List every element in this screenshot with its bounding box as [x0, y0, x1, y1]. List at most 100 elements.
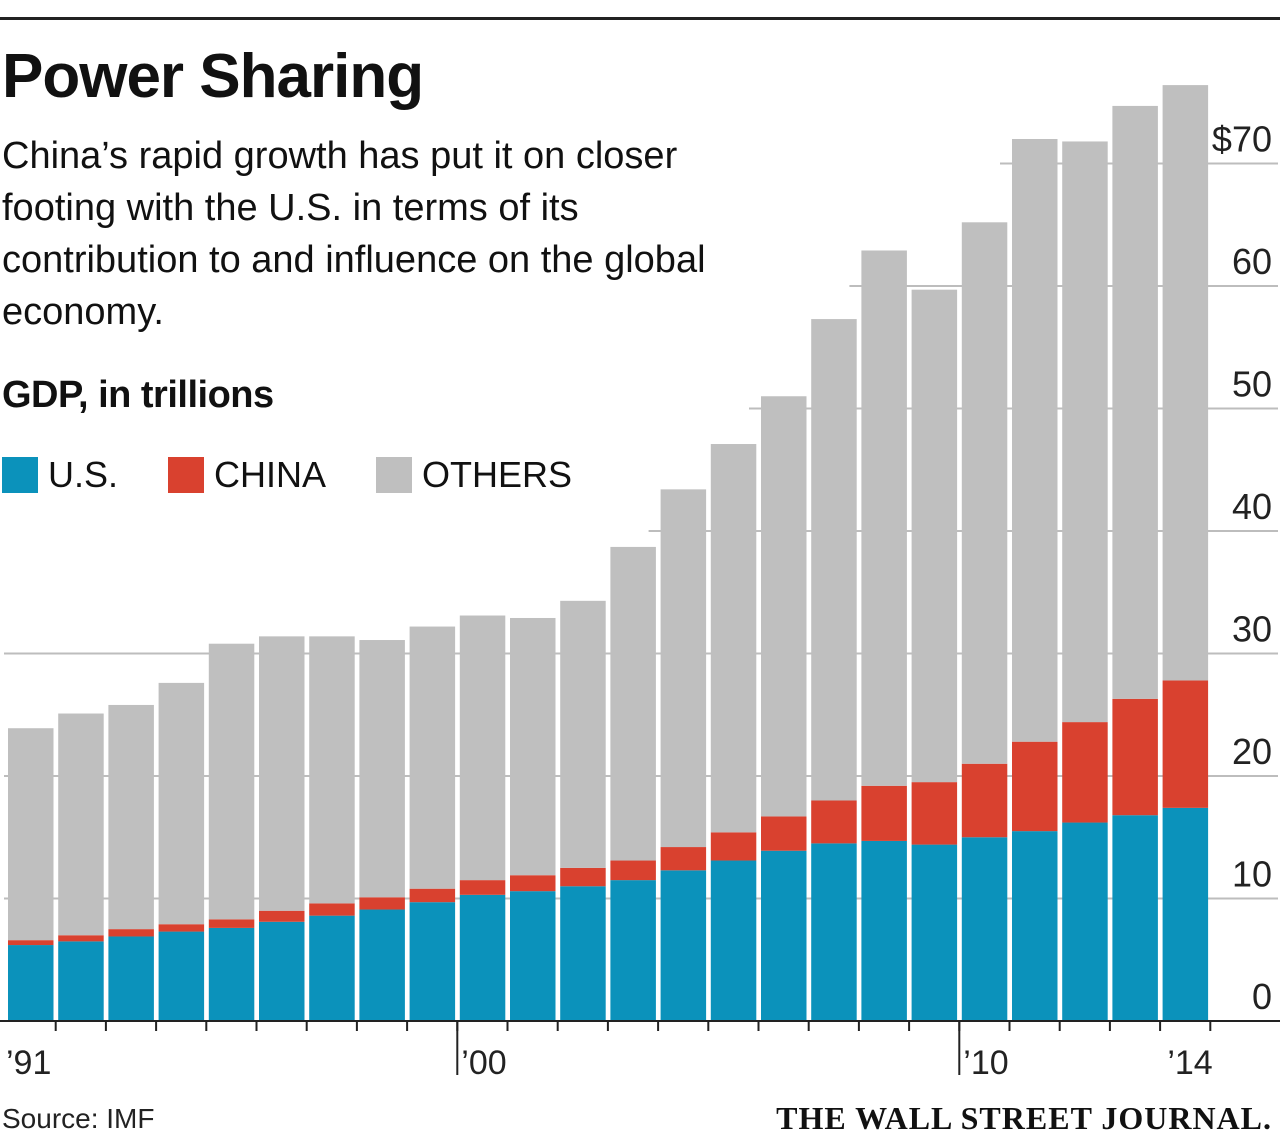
bar-us-2002	[560, 886, 606, 1021]
bar-others-2013	[1112, 105, 1158, 699]
legend-item-others: OTHERS	[376, 454, 572, 496]
legend-label-others: OTHERS	[422, 454, 573, 495]
bar-us-2013	[1112, 815, 1158, 1021]
bar-china-1998	[359, 897, 405, 910]
chart-subtitle: China’s rapid growth has put it on close…	[2, 135, 706, 333]
bar-others-2000	[459, 615, 506, 881]
bar-others-1998	[359, 640, 405, 898]
legend-label-us: U.S.	[48, 454, 119, 495]
bar-us-2003	[610, 880, 656, 1021]
bar-us-2009	[911, 844, 958, 1021]
chart-title: Power Sharing	[2, 42, 424, 111]
bar-others-2001	[510, 617, 556, 876]
bar-others-1992	[58, 713, 104, 936]
bar-others-2011	[1012, 139, 1058, 742]
top-rule	[0, 17, 1280, 20]
y-tick-label-10: 10	[1232, 854, 1272, 895]
bar-china-2009	[911, 782, 958, 845]
bar-others-2003	[610, 546, 656, 861]
bar-china-2008	[861, 785, 907, 841]
bar-china-2011	[1012, 741, 1058, 832]
bar-us-2000	[459, 894, 506, 1021]
bar-china-2007	[811, 800, 857, 844]
bar-others-1997	[309, 636, 355, 904]
y-tick-label-30: 30	[1232, 609, 1272, 650]
bar-china-2014	[1162, 680, 1209, 808]
y-axis: 0 10 20 30 40 50 60 $70	[1212, 119, 1272, 1018]
bar-others-2004	[660, 489, 707, 848]
bar-china-2001	[510, 875, 556, 892]
legend-item-china: CHINA	[168, 454, 326, 496]
legend-swatch-china	[168, 457, 205, 493]
bar-others-2002	[560, 600, 606, 868]
bar-china-2005	[710, 832, 757, 861]
legend-swatch-us	[2, 457, 38, 493]
bar-others-1993	[108, 704, 154, 930]
bar-us-1996	[259, 921, 305, 1021]
bar-us-2005	[710, 860, 757, 1021]
bar-others-2010	[961, 222, 1008, 764]
bar-us-1992	[58, 941, 104, 1021]
bar-china-1999	[409, 888, 456, 903]
x-tick-label-2014: ’14	[1167, 1044, 1212, 1082]
bar-us-2011	[1012, 831, 1058, 1021]
bar-others-2008	[861, 250, 907, 786]
bar-us-1994	[158, 931, 205, 1021]
bar-others-1995	[208, 643, 255, 920]
bar-us-1995	[208, 927, 255, 1021]
bar-us-2004	[660, 870, 707, 1021]
bar-china-2002	[560, 867, 606, 887]
x-tick-label-1991: ’91	[6, 1044, 51, 1082]
bar-china-2006	[761, 816, 807, 851]
bar-others-1994	[158, 682, 205, 925]
source-note: Source: IMF	[2, 1103, 155, 1134]
legend: U.S. CHINA OTHERS	[2, 454, 622, 496]
y-tick-label-40: 40	[1232, 486, 1272, 527]
bar-us-1997	[309, 915, 355, 1021]
legend-item-us: U.S.	[2, 454, 118, 496]
bar-china-1994	[158, 924, 205, 932]
bar-china-2004	[660, 847, 707, 871]
bar-china-2003	[610, 860, 656, 881]
bar-us-1998	[359, 909, 405, 1021]
bar-others-1991	[8, 728, 54, 941]
bar-china-2013	[1112, 698, 1158, 816]
bar-china-1995	[208, 919, 255, 928]
legend-label-china: CHINA	[214, 454, 327, 495]
bar-others-2012	[1062, 141, 1108, 723]
y-tick-label-70: $70	[1212, 119, 1272, 160]
bar-others-1996	[259, 636, 305, 911]
bar-others-2014	[1162, 85, 1209, 681]
bar-us-2014	[1162, 807, 1209, 1021]
bar-others-2006	[761, 396, 807, 817]
bar-others-2009	[911, 289, 958, 783]
bar-china-1993	[108, 929, 154, 937]
bar-others-2005	[710, 444, 757, 833]
bars-group	[8, 85, 1209, 1021]
bar-others-2007	[811, 319, 857, 801]
bar-china-1997	[309, 903, 355, 916]
bar-china-2012	[1062, 722, 1108, 823]
bar-us-1991	[8, 945, 54, 1021]
bar-us-2008	[861, 840, 907, 1021]
bar-china-2000	[459, 880, 506, 895]
x-tick-label-2000: ’00	[461, 1044, 506, 1082]
bar-china-2010	[961, 763, 1008, 838]
y-tick-label-60: 60	[1232, 241, 1272, 282]
publisher-wordmark: THE WALL STREET JOURNAL.	[776, 1100, 1272, 1136]
bar-china-1992	[58, 935, 104, 942]
bar-us-2001	[510, 891, 556, 1021]
bar-us-1999	[409, 902, 456, 1021]
x-tick-label-2010: ’10	[963, 1044, 1008, 1082]
bar-others-1999	[409, 626, 456, 889]
bar-us-2010	[961, 837, 1008, 1021]
x-axis: ’91 ’00 ’10 ’14	[0, 1020, 1280, 1082]
legend-swatch-others	[376, 457, 413, 493]
unit-label: GDP, in trillions	[2, 374, 274, 416]
bar-us-2012	[1062, 822, 1108, 1021]
bar-us-2006	[761, 850, 807, 1021]
bar-china-1996	[259, 910, 305, 922]
bar-us-1993	[108, 936, 154, 1021]
bar-china-1991	[8, 940, 54, 946]
